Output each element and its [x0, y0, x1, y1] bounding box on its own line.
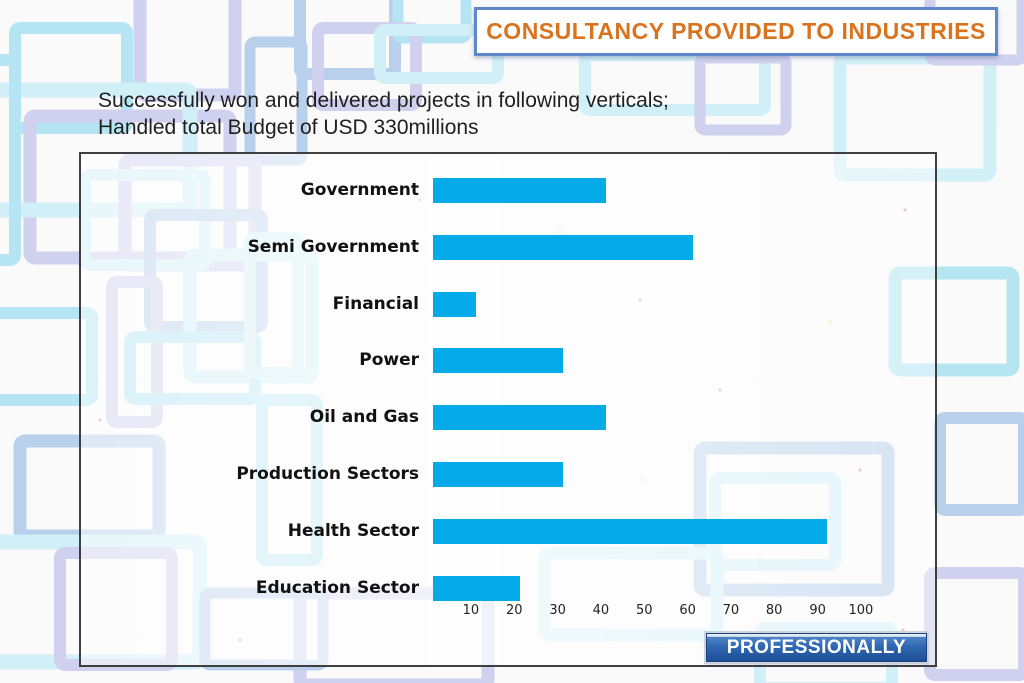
- x-axis-tick-label: 70: [722, 603, 740, 618]
- category-label: Oil and Gas: [309, 407, 419, 428]
- chart-panel: PROFESSIONALLY Government Semi Government…: [79, 152, 937, 667]
- category-label: Power: [359, 350, 419, 371]
- category-label: Health Sector: [287, 520, 419, 541]
- x-axis-tick-label: 100: [848, 603, 874, 618]
- category-label: Government: [300, 180, 419, 200]
- x-axis-tick-label: 80: [765, 603, 783, 618]
- x-axis-tick-label: 60: [679, 603, 696, 618]
- x-axis-tick-label: 90: [809, 603, 826, 618]
- x-axis-tick-label: 50: [636, 603, 653, 618]
- x-axis-tick-label: 30: [549, 603, 566, 618]
- category-label: Production Sectors: [236, 464, 419, 484]
- category-label: Financial: [332, 293, 419, 314]
- intro-text: Successfully won and delivered projects …: [98, 87, 798, 141]
- professionally-button[interactable]: PROFESSIONALLY: [704, 631, 929, 664]
- x-axis-tick-label: 10: [462, 603, 480, 618]
- x-axis-tick-label: 40: [592, 603, 610, 618]
- bar: [433, 348, 563, 374]
- bar: [433, 178, 607, 203]
- bar: [433, 575, 520, 601]
- intro-line-1: Successfully won and delivered projects …: [98, 89, 669, 112]
- category-label: Education Sector: [255, 577, 419, 598]
- x-axis-tick-label: 20: [506, 603, 523, 618]
- page-title: CONSULTANCY PROVIDED TO INDUSTRIES: [486, 18, 986, 44]
- bar: [433, 518, 828, 544]
- bar: [433, 291, 477, 317]
- category-label: Semi Government: [247, 236, 419, 257]
- title-banner: CONSULTANCY PROVIDED TO INDUSTRIES: [474, 7, 998, 56]
- intro-line-2: Handled total Budget of USD 330millions: [98, 116, 479, 139]
- bar: [433, 405, 607, 431]
- bar: [433, 462, 563, 487]
- bar: [433, 234, 693, 260]
